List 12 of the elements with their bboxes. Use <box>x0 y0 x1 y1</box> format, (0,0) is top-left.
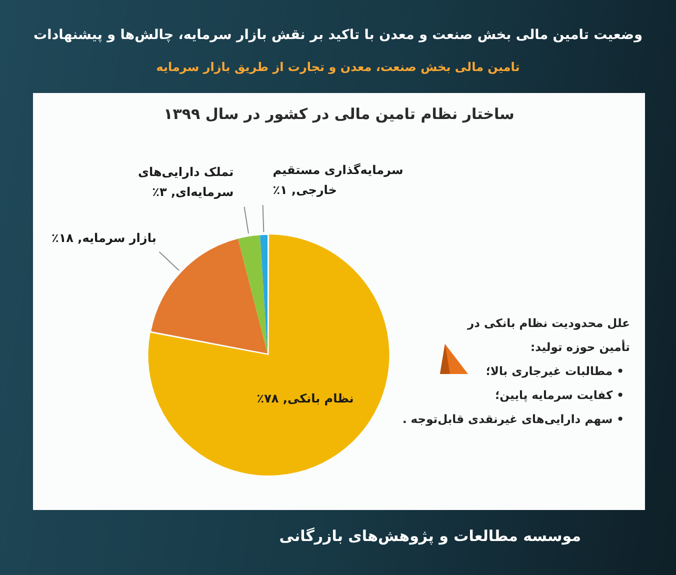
chart-title: وضعیت تامین مالی بخش صنعت و معدن با تاکید بر نقش بازار سرمایه، چالش‌ها و پیشنهادات <box>32 27 644 43</box>
slice-label: بازار سرمایه, ۱۸٪ <box>52 231 156 246</box>
text: علل محدودیت نظام بانکی در تأمین حوزه تولید: <box>466 315 630 356</box>
text: • مطالبات غیرجاری بالا؛ <box>484 363 625 380</box>
text: • کفایت سرمایه پایین؛ <box>494 387 625 404</box>
text: موسسه مطالعات و پژوهش‌های بازرگانی <box>279 527 581 545</box>
slice-label: نظام بانکی, ۷۸٪ <box>256 391 354 406</box>
text: • سهم دارایی‌های غیرنقدی قابل‌توجه . <box>401 411 625 428</box>
slice-label: سرمایه‌گذاری مستقیم خارجی, ۱٪ <box>272 163 404 198</box>
text: ساختار نظام تامین مالی در کشور در سال ۱۳۹۹ <box>162 105 516 123</box>
slice-label: تملک دارایی‌های سرمایه‌ای, ۳٪ <box>138 165 234 200</box>
chart-subtitle: تامین مالی بخش صنعت، معدن و تجارت از طریق بازار سرمایه <box>155 60 521 74</box>
